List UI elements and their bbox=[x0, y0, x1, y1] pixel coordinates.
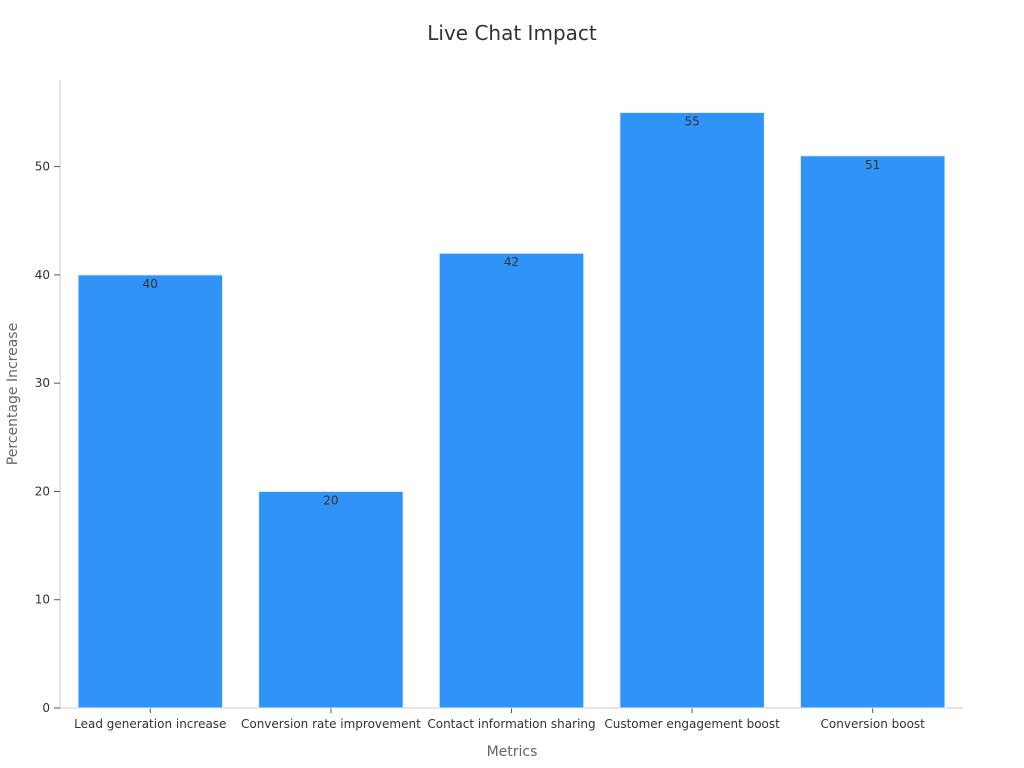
bars-group bbox=[77, 111, 946, 709]
x-tick-label: Lead generation increase bbox=[74, 717, 226, 731]
x-tick-label: Customer engagement boost bbox=[604, 717, 780, 731]
bar bbox=[77, 274, 224, 709]
y-tick-label: 30 bbox=[35, 376, 50, 390]
x-tick-label: Conversion boost bbox=[821, 717, 926, 731]
data-label: 42 bbox=[504, 255, 519, 269]
y-tick-label: 40 bbox=[35, 268, 50, 282]
bar bbox=[438, 252, 585, 709]
data-label: 20 bbox=[323, 493, 338, 507]
bar bbox=[258, 490, 404, 709]
y-axis: 0 10 20 30 40 50 bbox=[35, 80, 61, 715]
bar bbox=[799, 155, 946, 709]
data-label: 51 bbox=[865, 158, 880, 172]
y-axis-title: Percentage Increase bbox=[5, 323, 21, 465]
x-tick-label: Conversion rate improvement bbox=[241, 717, 421, 731]
y-tick-label: 20 bbox=[35, 484, 50, 498]
x-axis-title: Metrics bbox=[487, 744, 538, 760]
y-tick-label: 0 bbox=[42, 701, 50, 715]
data-label: 40 bbox=[143, 277, 158, 291]
y-tick-label: 50 bbox=[35, 160, 50, 174]
y-tick-label: 10 bbox=[35, 593, 50, 607]
x-axis: Lead generation increase Conversion rate … bbox=[60, 707, 963, 731]
data-label: 55 bbox=[684, 114, 699, 128]
data-labels-group: 40 20 42 55 51 bbox=[143, 114, 881, 507]
chart-title: Live Chat Impact bbox=[427, 21, 597, 45]
bar bbox=[619, 111, 765, 709]
x-tick-label: Contact information sharing bbox=[427, 717, 595, 731]
